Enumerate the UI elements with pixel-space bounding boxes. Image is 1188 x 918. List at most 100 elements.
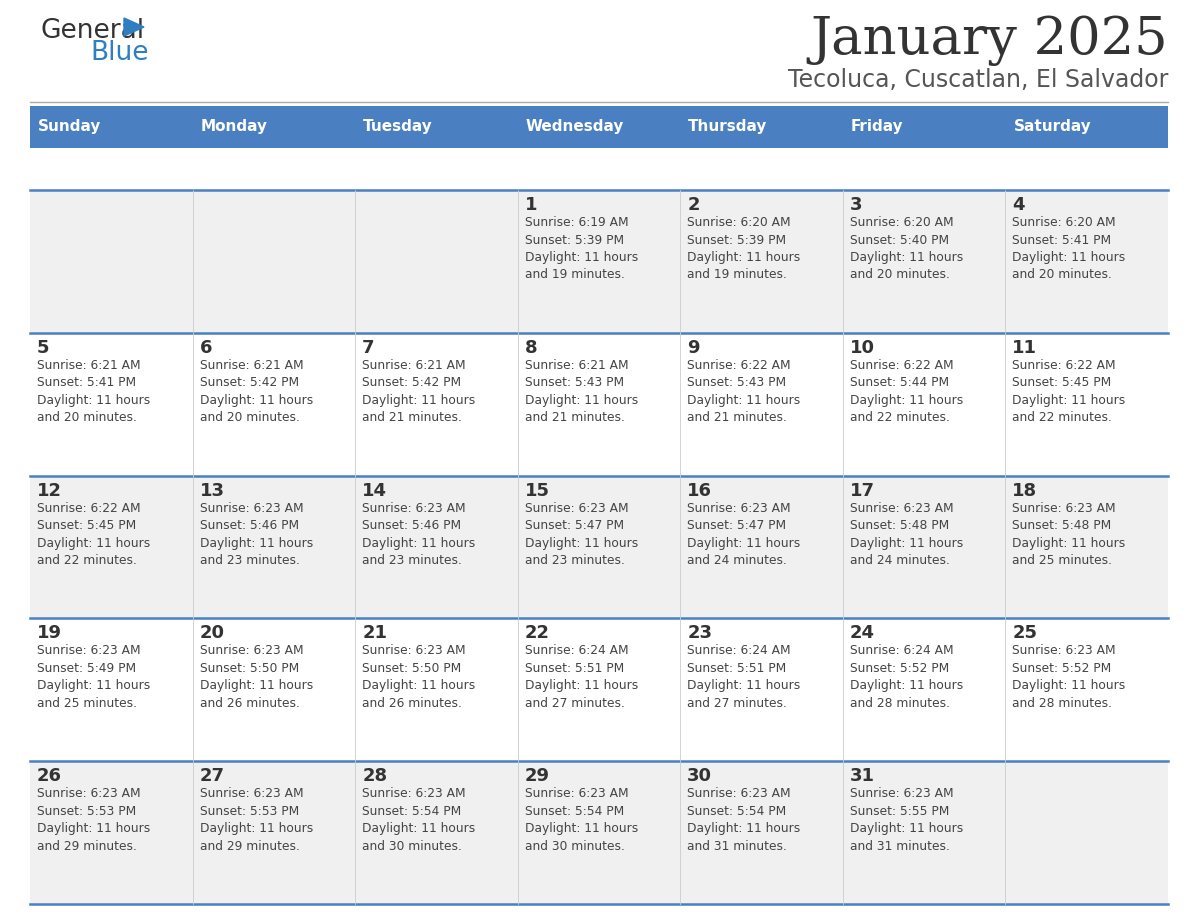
Bar <box>30 333 192 476</box>
Text: Saturday: Saturday <box>1013 119 1092 135</box>
Polygon shape <box>124 18 144 36</box>
Text: 23: 23 <box>688 624 713 643</box>
Bar <box>30 106 192 148</box>
Bar <box>30 476 192 619</box>
Bar <box>1005 333 1168 476</box>
Text: Sunrise: 6:23 AM
Sunset: 5:50 PM
Daylight: 11 hours
and 26 minutes.: Sunrise: 6:23 AM Sunset: 5:50 PM Dayligh… <box>200 644 312 710</box>
Bar <box>192 333 355 476</box>
Bar <box>842 333 1005 476</box>
Text: Sunrise: 6:23 AM
Sunset: 5:48 PM
Daylight: 11 hours
and 25 minutes.: Sunrise: 6:23 AM Sunset: 5:48 PM Dayligh… <box>1012 501 1126 567</box>
Bar <box>681 619 842 761</box>
Bar <box>192 761 355 904</box>
Text: 8: 8 <box>525 339 537 357</box>
Text: 14: 14 <box>362 482 387 499</box>
Text: 11: 11 <box>1012 339 1037 357</box>
Bar <box>355 619 518 761</box>
Text: Sunrise: 6:23 AM
Sunset: 5:49 PM
Daylight: 11 hours
and 25 minutes.: Sunrise: 6:23 AM Sunset: 5:49 PM Dayligh… <box>37 644 150 710</box>
Text: 17: 17 <box>849 482 874 499</box>
Text: 1: 1 <box>525 196 537 214</box>
Text: Sunrise: 6:23 AM
Sunset: 5:55 PM
Daylight: 11 hours
and 31 minutes.: Sunrise: 6:23 AM Sunset: 5:55 PM Dayligh… <box>849 788 963 853</box>
Text: 19: 19 <box>37 624 62 643</box>
Text: 22: 22 <box>525 624 550 643</box>
Text: 4: 4 <box>1012 196 1025 214</box>
Bar <box>518 190 681 333</box>
Bar <box>192 106 355 148</box>
Text: 7: 7 <box>362 339 374 357</box>
Text: 15: 15 <box>525 482 550 499</box>
Text: Blue: Blue <box>90 40 148 66</box>
Text: Monday: Monday <box>201 119 267 135</box>
Text: General: General <box>40 18 144 44</box>
Bar <box>518 761 681 904</box>
Text: 5: 5 <box>37 339 50 357</box>
Text: 21: 21 <box>362 624 387 643</box>
Text: Sunrise: 6:23 AM
Sunset: 5:53 PM
Daylight: 11 hours
and 29 minutes.: Sunrise: 6:23 AM Sunset: 5:53 PM Dayligh… <box>200 788 312 853</box>
Text: 20: 20 <box>200 624 225 643</box>
Text: Sunday: Sunday <box>38 119 101 135</box>
Bar <box>1005 476 1168 619</box>
Bar <box>518 106 681 148</box>
Text: Sunrise: 6:23 AM
Sunset: 5:53 PM
Daylight: 11 hours
and 29 minutes.: Sunrise: 6:23 AM Sunset: 5:53 PM Dayligh… <box>37 788 150 853</box>
Text: 16: 16 <box>688 482 713 499</box>
Bar <box>192 476 355 619</box>
Text: Tecoluca, Cuscatlan, El Salvador: Tecoluca, Cuscatlan, El Salvador <box>788 68 1168 92</box>
Bar <box>1005 190 1168 333</box>
Text: January 2025: January 2025 <box>810 15 1168 66</box>
Bar <box>355 476 518 619</box>
Text: Sunrise: 6:24 AM
Sunset: 5:51 PM
Daylight: 11 hours
and 27 minutes.: Sunrise: 6:24 AM Sunset: 5:51 PM Dayligh… <box>688 644 801 710</box>
Text: 25: 25 <box>1012 624 1037 643</box>
Text: 24: 24 <box>849 624 874 643</box>
Text: Friday: Friday <box>851 119 904 135</box>
Text: Sunrise: 6:21 AM
Sunset: 5:41 PM
Daylight: 11 hours
and 20 minutes.: Sunrise: 6:21 AM Sunset: 5:41 PM Dayligh… <box>37 359 150 424</box>
Bar <box>842 619 1005 761</box>
Text: 12: 12 <box>37 482 62 499</box>
Text: Sunrise: 6:22 AM
Sunset: 5:45 PM
Daylight: 11 hours
and 22 minutes.: Sunrise: 6:22 AM Sunset: 5:45 PM Dayligh… <box>37 501 150 567</box>
Text: Sunrise: 6:20 AM
Sunset: 5:40 PM
Daylight: 11 hours
and 20 minutes.: Sunrise: 6:20 AM Sunset: 5:40 PM Dayligh… <box>849 216 963 282</box>
Bar <box>355 190 518 333</box>
Text: Wednesday: Wednesday <box>526 119 624 135</box>
Bar <box>192 190 355 333</box>
Text: Sunrise: 6:22 AM
Sunset: 5:45 PM
Daylight: 11 hours
and 22 minutes.: Sunrise: 6:22 AM Sunset: 5:45 PM Dayligh… <box>1012 359 1126 424</box>
Text: 6: 6 <box>200 339 213 357</box>
Bar <box>681 106 842 148</box>
Text: Sunrise: 6:23 AM
Sunset: 5:47 PM
Daylight: 11 hours
and 24 minutes.: Sunrise: 6:23 AM Sunset: 5:47 PM Dayligh… <box>688 501 801 567</box>
Text: 13: 13 <box>200 482 225 499</box>
Text: Sunrise: 6:23 AM
Sunset: 5:46 PM
Daylight: 11 hours
and 23 minutes.: Sunrise: 6:23 AM Sunset: 5:46 PM Dayligh… <box>200 501 312 567</box>
Bar <box>681 190 842 333</box>
Bar <box>518 333 681 476</box>
Bar <box>30 190 192 333</box>
Text: Sunrise: 6:22 AM
Sunset: 5:44 PM
Daylight: 11 hours
and 22 minutes.: Sunrise: 6:22 AM Sunset: 5:44 PM Dayligh… <box>849 359 963 424</box>
Text: Sunrise: 6:21 AM
Sunset: 5:42 PM
Daylight: 11 hours
and 20 minutes.: Sunrise: 6:21 AM Sunset: 5:42 PM Dayligh… <box>200 359 312 424</box>
Text: Sunrise: 6:23 AM
Sunset: 5:52 PM
Daylight: 11 hours
and 28 minutes.: Sunrise: 6:23 AM Sunset: 5:52 PM Dayligh… <box>1012 644 1126 710</box>
Bar <box>681 761 842 904</box>
Text: Sunrise: 6:19 AM
Sunset: 5:39 PM
Daylight: 11 hours
and 19 minutes.: Sunrise: 6:19 AM Sunset: 5:39 PM Dayligh… <box>525 216 638 282</box>
Bar <box>842 761 1005 904</box>
Bar <box>355 106 518 148</box>
Text: Sunrise: 6:23 AM
Sunset: 5:48 PM
Daylight: 11 hours
and 24 minutes.: Sunrise: 6:23 AM Sunset: 5:48 PM Dayligh… <box>849 501 963 567</box>
Text: Thursday: Thursday <box>688 119 767 135</box>
Text: 29: 29 <box>525 767 550 785</box>
Bar <box>842 476 1005 619</box>
Text: 31: 31 <box>849 767 874 785</box>
Bar <box>842 190 1005 333</box>
Text: Sunrise: 6:23 AM
Sunset: 5:54 PM
Daylight: 11 hours
and 30 minutes.: Sunrise: 6:23 AM Sunset: 5:54 PM Dayligh… <box>525 788 638 853</box>
Text: Sunrise: 6:22 AM
Sunset: 5:43 PM
Daylight: 11 hours
and 21 minutes.: Sunrise: 6:22 AM Sunset: 5:43 PM Dayligh… <box>688 359 801 424</box>
Text: 2: 2 <box>688 196 700 214</box>
Text: Sunrise: 6:23 AM
Sunset: 5:47 PM
Daylight: 11 hours
and 23 minutes.: Sunrise: 6:23 AM Sunset: 5:47 PM Dayligh… <box>525 501 638 567</box>
Bar <box>1005 619 1168 761</box>
Bar <box>30 761 192 904</box>
Text: Sunrise: 6:21 AM
Sunset: 5:43 PM
Daylight: 11 hours
and 21 minutes.: Sunrise: 6:21 AM Sunset: 5:43 PM Dayligh… <box>525 359 638 424</box>
Bar <box>192 619 355 761</box>
Text: Tuesday: Tuesday <box>364 119 432 135</box>
Bar <box>518 476 681 619</box>
Bar <box>1005 761 1168 904</box>
Text: Sunrise: 6:21 AM
Sunset: 5:42 PM
Daylight: 11 hours
and 21 minutes.: Sunrise: 6:21 AM Sunset: 5:42 PM Dayligh… <box>362 359 475 424</box>
Text: Sunrise: 6:20 AM
Sunset: 5:41 PM
Daylight: 11 hours
and 20 minutes.: Sunrise: 6:20 AM Sunset: 5:41 PM Dayligh… <box>1012 216 1126 282</box>
Text: Sunrise: 6:24 AM
Sunset: 5:52 PM
Daylight: 11 hours
and 28 minutes.: Sunrise: 6:24 AM Sunset: 5:52 PM Dayligh… <box>849 644 963 710</box>
Text: 3: 3 <box>849 196 862 214</box>
Bar <box>681 476 842 619</box>
Text: 26: 26 <box>37 767 62 785</box>
Text: Sunrise: 6:23 AM
Sunset: 5:50 PM
Daylight: 11 hours
and 26 minutes.: Sunrise: 6:23 AM Sunset: 5:50 PM Dayligh… <box>362 644 475 710</box>
Bar <box>681 333 842 476</box>
Bar <box>842 106 1005 148</box>
